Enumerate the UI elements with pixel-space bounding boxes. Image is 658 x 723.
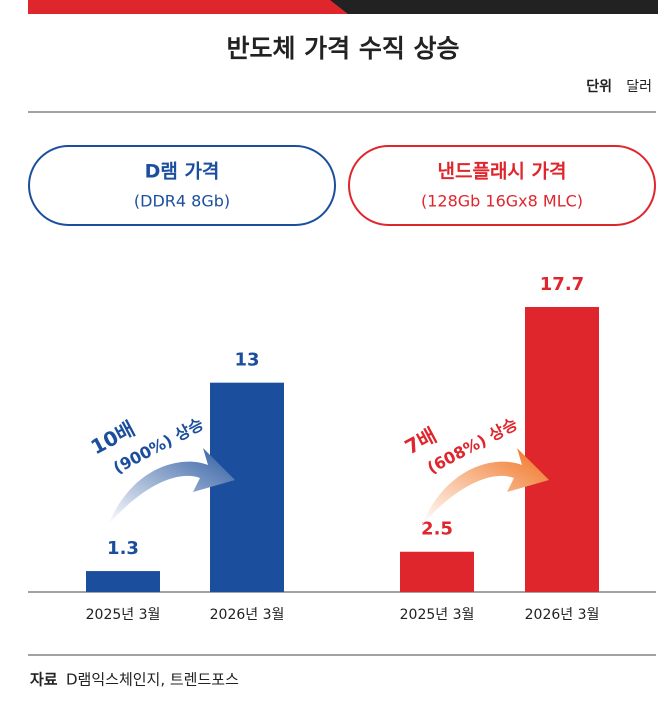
annotation: 7배	[401, 423, 441, 459]
unit-label: 단위	[586, 78, 612, 95]
panel-header	[28, 145, 336, 226]
panel-header	[348, 145, 656, 226]
x-tick-label: 2026년 3월	[210, 607, 285, 623]
panel-title: 낸드플래시 가격	[438, 161, 567, 183]
x-tick-label: 2025년 3월	[400, 607, 475, 623]
bar	[210, 382, 284, 592]
bar	[86, 571, 160, 592]
value-label: 17.7	[540, 274, 584, 295]
panel-subtitle: (128Gb 16Gx8 MLC)	[421, 192, 583, 211]
panel-title: D램 가격	[145, 161, 220, 183]
arrow	[108, 448, 235, 525]
source-label: 자료	[30, 671, 58, 689]
title: 반도체 가격 수직 상승	[226, 34, 459, 63]
bar	[400, 551, 474, 592]
x-tick-label: 2026년 3월	[525, 607, 600, 623]
top-band	[330, 0, 658, 14]
value-label: 1.3	[107, 538, 139, 559]
top-band	[28, 0, 348, 14]
x-tick-label: 2025년 3월	[86, 607, 161, 623]
panel-subtitle: (DDR4 8Gb)	[134, 192, 230, 211]
value-label: 13	[234, 350, 259, 371]
bar	[525, 307, 599, 592]
unit: 달러	[626, 79, 652, 95]
arrow	[422, 448, 549, 525]
value-label: 2.5	[421, 519, 453, 540]
source: D램익스체인지, 트렌드포스	[66, 671, 239, 689]
